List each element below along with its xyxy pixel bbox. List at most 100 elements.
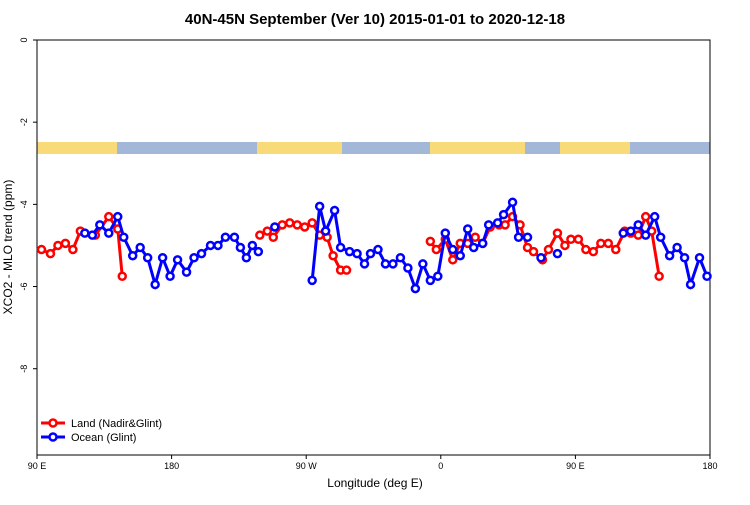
series-point bbox=[118, 232, 129, 242]
series-point bbox=[157, 253, 168, 263]
series-point bbox=[625, 226, 636, 236]
y-tick-label: -2 bbox=[19, 118, 29, 126]
series-point bbox=[425, 236, 436, 247]
series-point bbox=[352, 248, 362, 259]
y-axis-label: XCO2 - MLO trend (ppm) bbox=[1, 180, 15, 315]
series-point bbox=[127, 250, 138, 261]
series-point bbox=[60, 238, 71, 249]
series-point bbox=[455, 250, 465, 261]
series-point bbox=[36, 244, 47, 255]
legend-label: Land (Nadir&Glint) bbox=[71, 418, 162, 430]
series-point bbox=[253, 246, 264, 257]
y-tick-label: -6 bbox=[19, 283, 29, 291]
series-point bbox=[543, 244, 554, 255]
legend-marker bbox=[48, 418, 58, 428]
legend-label: Ocean (Glint) bbox=[71, 432, 136, 444]
series-point bbox=[468, 242, 479, 253]
series-point bbox=[247, 240, 258, 251]
series-point bbox=[205, 240, 216, 251]
series-point bbox=[596, 238, 606, 249]
series-point bbox=[299, 222, 310, 232]
series-point bbox=[649, 211, 660, 222]
series-point bbox=[117, 271, 127, 282]
series-point bbox=[135, 242, 145, 253]
series-point bbox=[268, 232, 279, 242]
series-point bbox=[528, 246, 539, 257]
series-point bbox=[104, 228, 114, 238]
series-point bbox=[640, 211, 651, 222]
series-point bbox=[448, 255, 458, 265]
series-point bbox=[172, 255, 183, 265]
series-point bbox=[113, 211, 123, 222]
x-tick-label: 180 bbox=[702, 461, 717, 471]
series-point bbox=[68, 244, 78, 255]
series-point bbox=[588, 246, 599, 257]
series-point bbox=[328, 250, 338, 261]
series-point bbox=[513, 232, 524, 242]
series-point bbox=[150, 279, 160, 290]
series-point bbox=[284, 218, 295, 228]
series-point bbox=[329, 205, 340, 216]
series-point bbox=[500, 220, 510, 230]
series-point bbox=[365, 248, 376, 259]
series-point bbox=[448, 244, 458, 255]
series-point bbox=[498, 209, 509, 220]
series-point bbox=[53, 240, 63, 251]
x-tick-label: 90 E bbox=[28, 461, 47, 471]
series-point bbox=[552, 248, 563, 259]
series-point bbox=[87, 230, 98, 240]
x-tick-label: 90 E bbox=[566, 461, 585, 471]
series-point bbox=[425, 275, 436, 286]
series-point bbox=[181, 267, 192, 277]
series-point bbox=[522, 242, 533, 253]
plot-frame bbox=[36, 39, 711, 456]
series-point bbox=[307, 218, 317, 228]
series-point bbox=[633, 230, 643, 240]
series-point bbox=[462, 224, 473, 234]
series-point bbox=[220, 232, 231, 242]
series-point bbox=[262, 226, 273, 236]
legend-marker bbox=[48, 432, 58, 442]
x-tick-label: 90 W bbox=[296, 461, 318, 471]
series-point bbox=[440, 228, 451, 238]
series-point bbox=[380, 259, 391, 269]
series-point bbox=[431, 244, 442, 255]
series-point bbox=[359, 259, 370, 269]
series-point bbox=[373, 244, 383, 255]
series-point bbox=[603, 238, 614, 249]
y-tick-label: -4 bbox=[19, 200, 29, 208]
series-point bbox=[618, 228, 629, 238]
series-point bbox=[213, 240, 223, 251]
x-tick-label: 0 bbox=[438, 461, 443, 471]
series-point bbox=[522, 232, 533, 242]
series-point bbox=[536, 253, 546, 263]
series-point bbox=[142, 253, 153, 263]
series-point bbox=[80, 228, 90, 238]
y-tick-label: 0 bbox=[19, 37, 29, 42]
series-point bbox=[344, 246, 355, 257]
series-point bbox=[95, 220, 105, 230]
series-point bbox=[229, 232, 240, 242]
series-point bbox=[403, 263, 413, 273]
series-point bbox=[418, 259, 428, 269]
series-point bbox=[477, 238, 488, 249]
y-tick-label: -8 bbox=[19, 365, 29, 373]
series-point bbox=[241, 253, 252, 263]
series-point bbox=[483, 220, 494, 230]
series-point bbox=[433, 271, 443, 282]
series-point bbox=[395, 253, 406, 263]
series-point bbox=[410, 283, 421, 294]
series-point bbox=[270, 222, 280, 232]
series-point bbox=[664, 250, 675, 261]
series-point bbox=[640, 230, 651, 240]
series-point bbox=[552, 228, 563, 238]
series-point bbox=[655, 232, 666, 242]
series-point bbox=[560, 240, 570, 251]
chart-title: 40N-45N September (Ver 10) 2015-01-01 to… bbox=[185, 11, 565, 28]
series-point bbox=[320, 226, 331, 236]
series-point bbox=[45, 248, 56, 259]
series-point bbox=[189, 253, 199, 263]
series-point bbox=[165, 271, 175, 282]
series-point bbox=[307, 275, 317, 286]
